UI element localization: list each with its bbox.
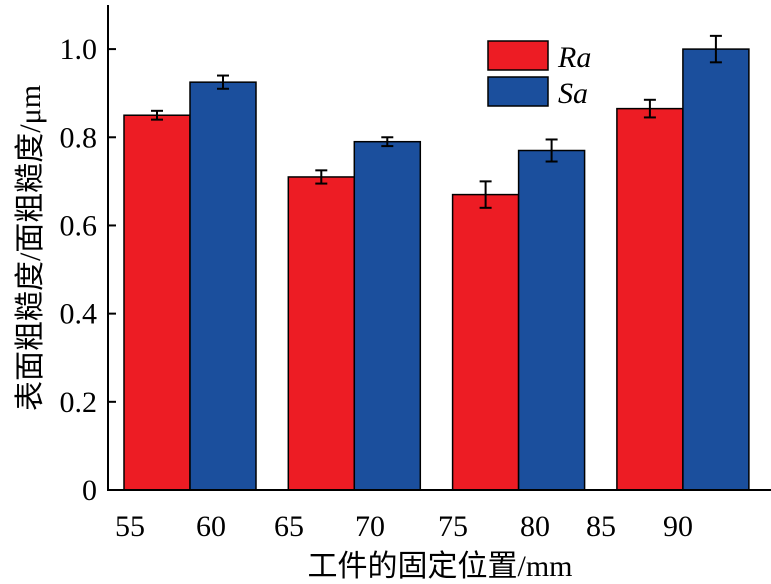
bar-sa-3 xyxy=(517,149,586,491)
legend-label-ra: Ra xyxy=(557,41,591,74)
x-tick-label: 90 xyxy=(663,510,693,543)
bars-layer xyxy=(123,48,750,491)
bar-sa-4 xyxy=(682,48,750,491)
error-bar-ra-2 xyxy=(315,169,328,185)
error-bar-sa-3 xyxy=(545,138,558,163)
legend-swatch-ra xyxy=(487,40,549,71)
bar-sa-1 xyxy=(189,81,257,491)
y-axis-label: 表面粗糙度/面粗糙度/μm xyxy=(14,85,47,411)
error-bar-ra-1 xyxy=(151,109,163,121)
legend: Ra Sa xyxy=(487,40,591,110)
x-tick-label: 55 xyxy=(115,510,145,543)
bar-ra-2 xyxy=(287,176,356,491)
x-tick-label: 85 xyxy=(586,510,616,543)
bar-ra-3 xyxy=(451,193,520,491)
error-bar-sa-2 xyxy=(381,136,394,148)
x-axis-label: 工件的固定位置/mm xyxy=(307,550,572,583)
x-tick-label: 70 xyxy=(355,510,385,543)
x-tick-label: 80 xyxy=(520,510,550,543)
error-bar-ra-4 xyxy=(643,98,656,119)
y-tick-label: 0.6 xyxy=(60,209,98,242)
error-bar-sa-4 xyxy=(709,34,722,64)
y-tick-label: 0.4 xyxy=(60,298,98,331)
bar-ra-4 xyxy=(616,107,684,491)
legend-swatch-sa xyxy=(487,76,549,107)
error-bars-layer xyxy=(151,34,722,209)
legend-label-sa: Sa xyxy=(558,77,588,110)
y-tick-label: 0.8 xyxy=(60,121,98,154)
y-tick-label: 0.2 xyxy=(60,386,98,419)
y-axis-ticks: 0 0.2 0.4 0.6 0.8 1.0 xyxy=(60,33,116,507)
x-tick-label: 75 xyxy=(438,510,468,543)
x-tick-label: 60 xyxy=(196,510,226,543)
error-bar-ra-3 xyxy=(479,180,492,209)
bar-ra-1 xyxy=(123,114,191,491)
y-tick-label: 0 xyxy=(82,474,97,507)
y-tick-label: 1.0 xyxy=(60,33,98,66)
bar-sa-2 xyxy=(353,140,422,491)
error-bar-sa-1 xyxy=(217,74,229,90)
x-axis-ticks: 55 60 65 70 75 80 85 90 xyxy=(115,510,693,543)
x-tick-label: 65 xyxy=(274,510,304,543)
